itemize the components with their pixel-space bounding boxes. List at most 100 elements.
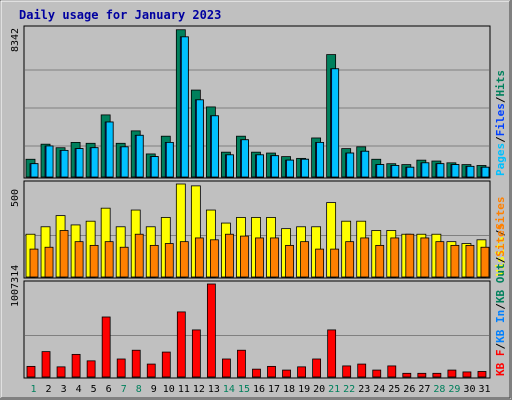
bar-sites-day-4 [74,241,84,278]
legend-item: / [494,303,507,310]
legend-item: / [494,96,507,103]
bar-sites-day-13 [209,239,219,278]
legend-item: Files [494,103,507,136]
bar-sites-day-18 [285,244,294,278]
day-label-2: 2 [46,384,52,395]
bar-pages-day-19 [301,158,309,178]
day-label-11: 11 [178,384,190,395]
y-max-label: 500 [10,189,21,207]
bar-sites-day-28 [435,241,445,278]
legend-item: / [494,343,507,350]
legend-kbytes: KB F/KB In/KB Out/Sites [494,224,507,376]
day-label-28: 28 [433,384,445,395]
bar-kb-f-day-13 [206,283,216,378]
bar-sites-day-31 [480,246,490,278]
bar-kb-f-day-16 [252,368,261,378]
bar-sites-day-27 [420,237,430,278]
day-label-8: 8 [136,384,142,395]
bar-sites-day-2 [44,246,54,278]
day-label-5: 5 [91,384,97,395]
bar-kb-f-day-19 [297,366,306,378]
day-label-26: 26 [403,384,415,395]
bar-sites-day-8 [134,233,144,278]
bar-kb-f-day-7 [116,358,126,378]
legend-text: KB F/KB In/KB Out/Sites [494,224,507,376]
bar-pages-day-29 [451,164,460,178]
day-label-10: 10 [163,384,175,395]
bar-kb-f-day-26 [402,372,412,378]
bar-sites-day-21 [330,248,340,278]
bar-kb-f-day-4 [71,353,81,378]
legend-hits-files-pages: Pages/Files/Hits [494,70,507,176]
bar-kb-f-day-27 [417,372,427,378]
bar-kb-f-day-18 [282,369,291,378]
day-label-16: 16 [253,384,265,395]
bar-pages-day-4 [75,148,84,178]
legend-item: Hits [494,70,507,97]
day-label-4: 4 [76,384,82,395]
bar-kb-f-day-20 [312,358,322,378]
y-max-label: 1007314 [10,265,21,307]
bar-kb-f-day-22 [342,365,352,378]
bar-pages-day-20 [316,142,325,178]
bar-sites-day-22 [345,241,355,278]
bar-pages-day-14 [226,154,234,178]
panel-kbytes: 1007314 KB F/KB In/KB Out/Sites [10,224,507,379]
legend-item: KB Out [494,263,507,303]
day-label-29: 29 [448,384,460,395]
bar-pages-day-17 [271,155,279,178]
bar-sites-day-25 [390,237,400,278]
day-label-19: 19 [298,384,310,395]
bar-sites-day-12 [194,237,204,278]
bar-pages-day-6 [105,121,114,178]
bar-pages-day-18 [286,159,294,178]
bar-kb-f-day-21 [327,329,337,378]
legend-item: KB In [494,310,507,343]
bar-pages-day-12 [195,99,204,178]
bar-pages-day-27 [421,162,430,178]
bar-sites-day-6 [104,241,114,278]
bar-kb-f-day-11 [176,311,186,378]
bar-sites-day-3 [59,230,69,278]
bar-pages-day-15 [241,139,249,178]
bar-kb-f-day-23 [357,363,367,378]
legend-item: Visits [494,236,507,276]
bar-kb-f-day-8 [131,349,141,378]
chart-title: Daily usage for January 2023 [19,8,221,22]
day-label-18: 18 [283,384,295,395]
bar-sites-day-23 [360,237,370,278]
bar-kb-f-day-14 [222,358,231,378]
legend-item: Sites [494,224,507,257]
bar-pages-day-2 [45,145,54,178]
bar-sites-day-9 [149,244,159,278]
bar-kb-f-day-24 [372,369,382,378]
bar-kb-f-day-28 [432,372,442,378]
bar-pages-day-31 [481,166,490,178]
legend-item: / [494,256,507,263]
bar-kb-f-day-30 [462,371,472,378]
bar-pages-day-5 [90,147,99,178]
bar-pages-day-21 [331,68,340,178]
day-label-21: 21 [328,384,340,395]
day-label-7: 7 [121,384,127,395]
bar-pages-day-1 [30,163,39,178]
bar-pages-day-22 [346,152,355,178]
day-label-15: 15 [238,384,250,395]
bar-sites-day-1 [29,248,39,278]
day-label-9: 9 [151,384,157,395]
bar-sites-day-11 [179,241,189,278]
bar-kb-f-day-10 [161,351,171,378]
bar-pages-day-8 [135,134,144,178]
day-label-30: 30 [463,384,475,395]
bar-sites-day-20 [315,248,325,278]
bar-pages-day-7 [120,146,129,178]
bar-kb-f-day-2 [41,351,51,378]
bar-kb-f-day-3 [56,366,66,378]
day-label-25: 25 [388,384,400,395]
bar-kb-f-day-31 [477,371,487,378]
bar-pages-day-24 [376,164,385,178]
day-label-12: 12 [193,384,205,395]
bar-sites-day-19 [300,241,309,278]
